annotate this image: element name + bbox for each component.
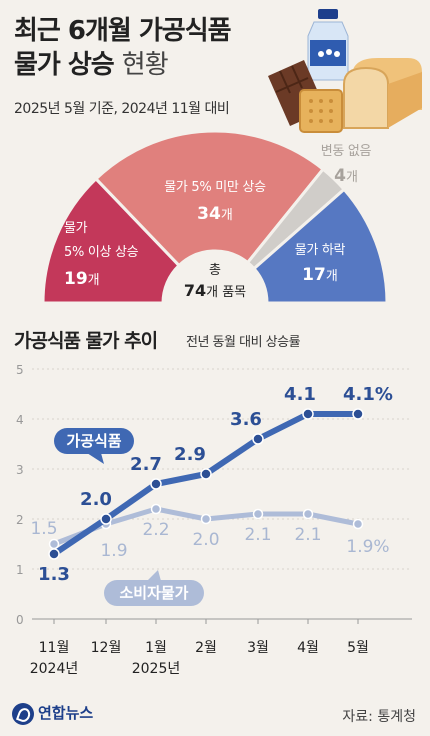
x-year-label: 2024년 [30, 661, 79, 677]
data-point [100, 518, 112, 530]
gauge-segment-label: 물가 5% 미만 상승 [164, 180, 266, 195]
chart-title: 가공식품 물가 추이 [14, 330, 158, 352]
data-label: 2.1 [294, 525, 321, 545]
series-line [51, 506, 361, 547]
data-point [252, 508, 264, 520]
data-label: 1.9% [346, 537, 389, 557]
gauge-count-value: 19 [64, 269, 88, 289]
title-line-2-sub: 현황 [121, 50, 169, 80]
gauge-segment-label: 변동 없음 [321, 144, 372, 159]
x-tick-label: 4월 [297, 640, 319, 656]
chart-labels: 1.3 2.0 2.7 2.9 3.6 4.1 4.1% 1.5 1.9 2.2 2.0 2.1 2.1… [30, 384, 393, 606]
data-label: 2.9 [174, 444, 206, 465]
data-label: 1.3 [38, 564, 70, 585]
data-label: 2.0 [192, 530, 219, 550]
data-label: 4.1% [343, 384, 393, 405]
data-label: 4.1 [284, 384, 316, 405]
series-tag [104, 580, 204, 606]
data-label: 2.1 [244, 525, 271, 545]
chart-x-axis: 11월 12월 1월 2월 3월 4월 5월 2024년 2025년 [30, 618, 412, 677]
milk-bottle-icon [307, 9, 349, 81]
chart-series [48, 408, 364, 560]
x-year-label: 2025년 [132, 661, 181, 677]
data-point [200, 513, 212, 525]
data-point [252, 433, 264, 445]
x-tick-label: 11월 [39, 640, 70, 656]
gauge-segment [93, 129, 326, 268]
gauge-count-unit: 개 [88, 273, 100, 288]
x-tick-label: 5월 [347, 640, 369, 656]
gauge-count-unit: 개 [326, 269, 338, 284]
gauge-count-unit: 개 [346, 170, 358, 185]
gauge-segment-count: 4개 [334, 166, 358, 186]
gauge-count-value: 34 [197, 204, 221, 224]
y-tick-label: 1 [16, 563, 24, 577]
gauge-count-unit: 개 [221, 208, 233, 223]
data-label: 1.9 [100, 541, 127, 561]
y-tick-label: 3 [16, 463, 24, 477]
series-tag-pointer [147, 570, 161, 581]
data-point [352, 408, 364, 420]
data-point [100, 513, 112, 525]
x-tick-label: 12월 [91, 640, 122, 656]
gauge-segment [41, 176, 182, 305]
series-tag [54, 428, 134, 454]
data-point [302, 408, 314, 420]
series-tag-pointer [87, 453, 104, 464]
gauge-center-unit: 개 품목 [206, 285, 246, 300]
data-label: 2.7 [130, 454, 162, 475]
y-tick-label: 5 [16, 363, 24, 377]
publisher-logo: 연합뉴스 [12, 702, 93, 725]
page-subtitle: 2025년 5월 기준, 2024년 11월 대비 [14, 101, 230, 117]
gauge-segment [251, 187, 389, 305]
gauge-segment-count: 17개 [302, 265, 338, 285]
gauge-center-label: 총 [209, 263, 221, 278]
chart-grid: 0 1 2 3 4 5 [16, 363, 412, 627]
gauge-segment-label: 5% 이상 상승 [64, 245, 139, 260]
series-name-label: 가공식품 [66, 432, 121, 450]
chart-subtitle: 전년 동월 대비 상승률 [186, 335, 301, 350]
series-line [51, 411, 361, 557]
gauge-count-value: 4 [334, 166, 346, 186]
data-label: 1.5 [30, 519, 57, 539]
gauge-segment-label: 물가 하락 [295, 243, 346, 258]
data-label: 2.2 [142, 520, 169, 540]
page-title: 최근 6개월 가공식품 물가 상승 현황 [14, 14, 284, 82]
data-point [48, 538, 60, 550]
logo-text: 연합뉴스 [38, 704, 94, 722]
y-tick-label: 4 [16, 413, 24, 427]
x-tick-label: 3월 [247, 640, 269, 656]
data-point [150, 503, 162, 515]
data-point [150, 478, 162, 490]
gauge-count-value: 17 [302, 265, 326, 285]
y-tick-label: 2 [16, 513, 24, 527]
title-line-2-bold: 물가 상승 [14, 50, 115, 80]
y-tick-label: 0 [16, 613, 24, 627]
data-point [200, 468, 212, 480]
gauge-segment-count: 34개 [197, 204, 233, 224]
bread-icon [343, 58, 422, 129]
biscuit-icon [299, 89, 343, 133]
gauge-center-total: 74개 품목 [184, 281, 246, 300]
data-point [352, 518, 364, 530]
source-note: 자료: 통계청 [342, 709, 416, 725]
x-tick-label: 1월 [145, 640, 167, 656]
x-tick-label: 2월 [195, 640, 217, 656]
food-illustration [268, 9, 422, 133]
gauge-segment-label: 물가 [64, 221, 88, 236]
gauge-segment-count: 19개 [64, 269, 100, 289]
gauge-center-count: 74 [184, 281, 206, 300]
data-point [48, 548, 60, 560]
logo-mark-icon [12, 702, 34, 725]
data-label: 2.0 [80, 489, 112, 510]
data-label: 3.6 [230, 409, 262, 430]
series-name-label: 소비자물가 [119, 584, 188, 602]
title-line-1: 최근 6개월 가공식품 [14, 16, 232, 46]
data-point [302, 508, 314, 520]
title-line-2: 물가 상승 현황 [14, 48, 284, 82]
